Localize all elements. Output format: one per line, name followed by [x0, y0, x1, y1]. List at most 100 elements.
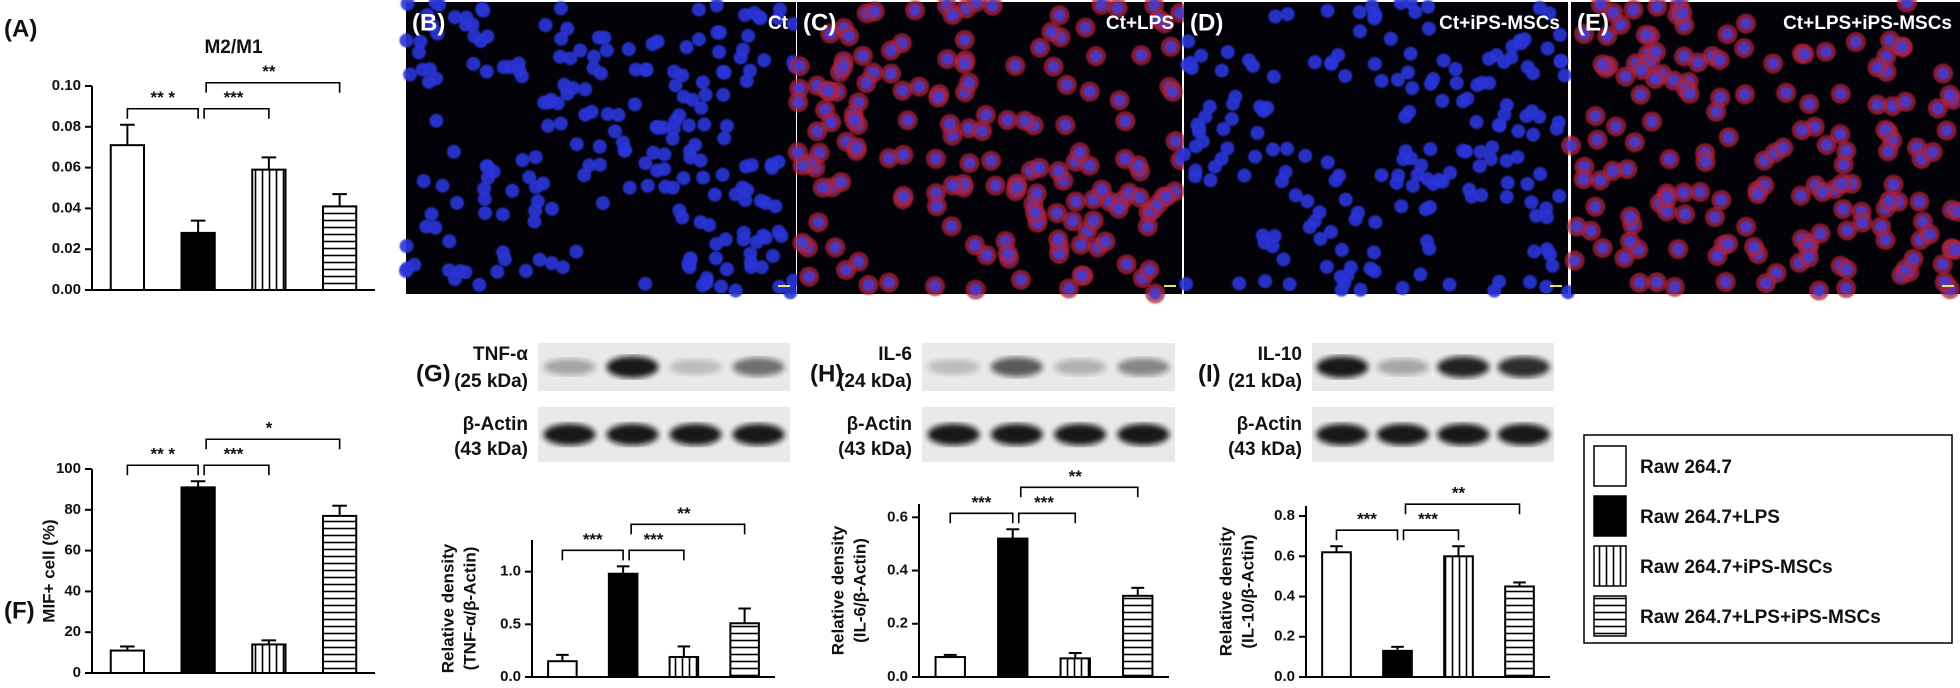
nucleus: [1596, 241, 1609, 254]
bar: [1321, 551, 1352, 678]
nucleus: [646, 145, 661, 160]
error-bar: [332, 193, 347, 207]
nucleus: [1174, 6, 1187, 19]
y-axis-label: (IL-10/β-Actin): [1238, 534, 1257, 648]
nucleus: [459, 10, 474, 25]
nucleus: [1413, 267, 1428, 282]
nucleus: [490, 264, 505, 279]
significance-label: ** *: [150, 88, 175, 107]
nucleus: [1751, 188, 1764, 201]
y-tick-label: 0.2: [887, 615, 908, 632]
nucleus: [514, 69, 529, 84]
nucleus: [475, 1, 490, 16]
nucleus: [693, 215, 708, 230]
y-tick-label: 0.0: [887, 668, 908, 685]
error-bar: [332, 504, 347, 516]
nucleus: [1164, 40, 1177, 53]
nucleus: [1220, 141, 1235, 156]
nucleus: [399, 239, 414, 254]
nucleus: [1405, 178, 1420, 193]
nucleus: [1338, 192, 1353, 207]
nucleus: [649, 119, 664, 134]
image-label: Ct: [768, 13, 789, 34]
nucleus: [1880, 50, 1893, 63]
nucleus: [1650, 276, 1663, 289]
nucleus: [1423, 142, 1438, 157]
nucleus: [1699, 155, 1712, 168]
nucleus: [432, 0, 447, 12]
micrograph: (E) Ct+LPS+iPS-MSCs: [1561, 0, 1960, 301]
nucleus: [796, 159, 809, 172]
y-tick-label: 80: [64, 501, 81, 518]
blot-label: (43 kDa): [454, 439, 528, 460]
nucleus: [1053, 247, 1066, 260]
significance-label: ***: [583, 530, 603, 549]
nucleus: [657, 147, 672, 162]
bar: [321, 205, 358, 291]
nucleus: [1282, 277, 1297, 292]
nucleus: [458, 265, 473, 280]
nucleus: [1050, 207, 1063, 220]
significance-label: **: [1069, 467, 1083, 486]
nucleus: [1594, 174, 1607, 187]
y-tick-label: 0.0: [500, 668, 521, 685]
nucleus: [1214, 63, 1229, 78]
significance-label: ***: [224, 88, 244, 107]
nucleus: [1220, 45, 1235, 60]
significance-label: ***: [1418, 510, 1438, 529]
blot-label: IL-10: [1258, 344, 1302, 365]
nucleus: [945, 220, 958, 233]
nucleus: [1660, 205, 1673, 218]
nucleus: [1253, 99, 1268, 114]
nucleus: [1338, 69, 1353, 84]
nucleus: [1532, 109, 1547, 124]
nucleus: [532, 252, 547, 267]
nucleus: [1584, 224, 1597, 237]
nucleus: [518, 263, 533, 278]
nucleus: [1500, 175, 1515, 190]
nucleus: [1166, 85, 1179, 98]
nucleus: [1095, 0, 1108, 11]
nucleus: [1668, 280, 1681, 293]
nucleus: [1900, 0, 1913, 9]
nucleus: [449, 195, 464, 210]
nucleus: [1840, 282, 1853, 295]
y-tick-label: 0: [73, 664, 81, 681]
nucleus: [1421, 0, 1436, 14]
nucleus: [1601, 29, 1614, 42]
significance-bracket: [1017, 512, 1077, 524]
nucleus: [442, 234, 457, 249]
y-tick-label: 0.10: [52, 77, 81, 94]
nucleus: [411, 45, 426, 60]
nucleus: [1148, 0, 1161, 12]
nucleus: [668, 78, 683, 93]
nucleus: [709, 0, 724, 13]
nucleus: [1241, 53, 1256, 68]
nucleus: [1472, 159, 1487, 174]
nucleus: [897, 148, 910, 161]
nucleus: [744, 260, 759, 275]
nucleus: [764, 160, 779, 175]
nucleus: [1715, 193, 1728, 206]
nucleus: [607, 124, 622, 139]
nucleus: [1391, 168, 1406, 183]
nucleus: [1066, 215, 1079, 228]
bar: [1122, 594, 1154, 678]
nucleus: [929, 280, 942, 293]
nucleus: [682, 260, 697, 275]
nucleus: [708, 251, 723, 266]
nucleus: [958, 33, 971, 46]
nucleus: [1390, 72, 1405, 87]
y-tick-label: 60: [64, 542, 81, 559]
nucleus: [424, 18, 439, 33]
bar: [607, 572, 639, 679]
nucleus: [1119, 115, 1132, 128]
nucleus: [1075, 269, 1088, 282]
nucleus: [1841, 263, 1854, 276]
nucleus: [1188, 139, 1203, 154]
nucleus: [1667, 74, 1680, 87]
nucleus: [691, 2, 706, 17]
nucleus: [757, 53, 772, 68]
nucleus: [1795, 124, 1808, 137]
nucleus: [1514, 36, 1529, 51]
